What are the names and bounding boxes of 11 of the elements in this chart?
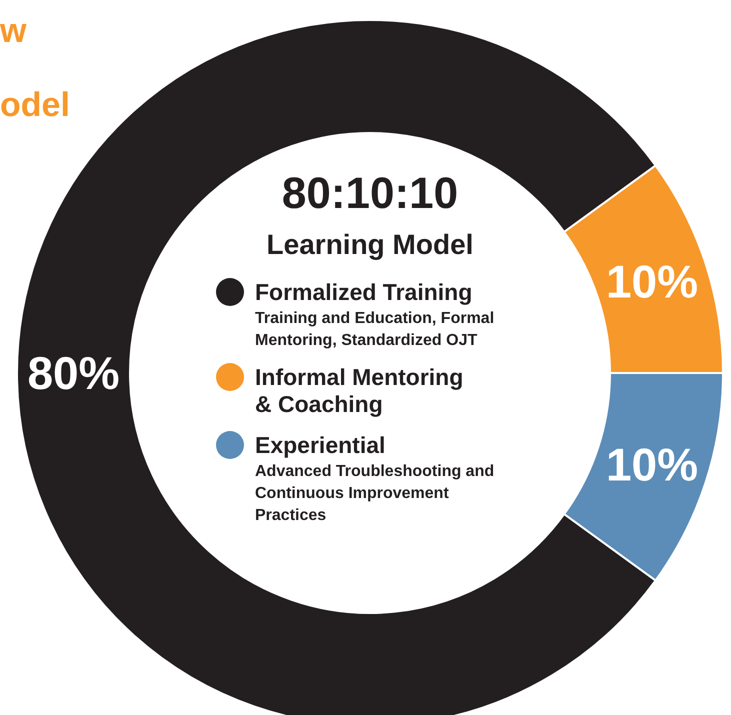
data-label: 10% [606,438,698,491]
legend-label: Experiential [255,432,386,458]
text: Advanced Troubleshooting and Continuous Improvement Practices [255,463,494,524]
data-label: 10% [606,255,698,308]
legend-label: Informal Mentoring & Coaching [255,364,464,417]
text: 80:10:10 [282,169,458,218]
text: Training and Education, Formal Mentoring, Standardized OJT [255,310,494,349]
data-label: 80% [27,347,120,399]
text: Learning Model [266,229,474,260]
text: odel [0,86,70,124]
legend-label: Formalized Training [255,279,472,305]
